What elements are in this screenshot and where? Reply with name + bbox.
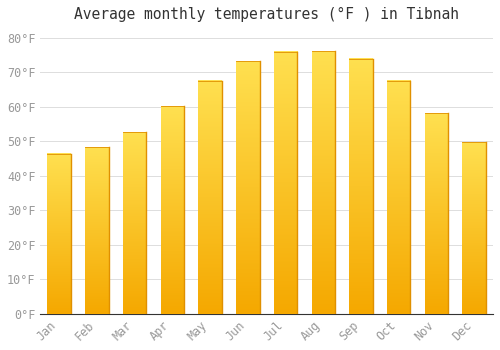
Title: Average monthly temperatures (°F ) in Tibnah: Average monthly temperatures (°F ) in Ti… [74, 7, 459, 22]
